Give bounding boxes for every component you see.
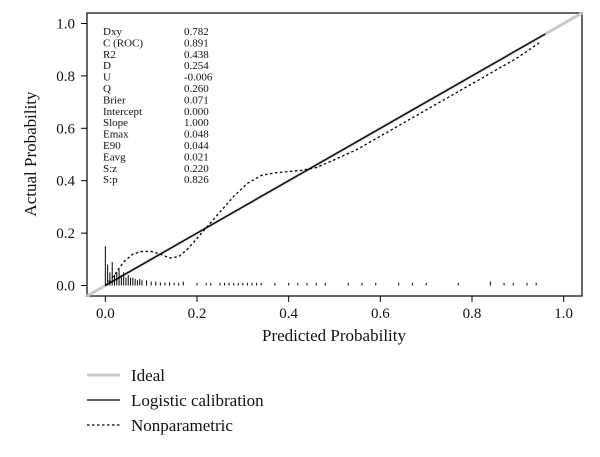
stat-value: 0.000 (184, 106, 209, 118)
legend-label: Logistic calibration (131, 391, 264, 410)
y-axis: 0.0 0.2 0.4 0.6 0.8 1.0 (56, 16, 87, 295)
y-tick-label: 0.8 (56, 69, 75, 85)
stat-name: U (103, 72, 111, 84)
stat-name: C (ROC) (103, 37, 143, 49)
x-tick-label: 0.6 (371, 306, 390, 322)
stat-value: 0.048 (184, 129, 209, 141)
stat-name: Intercept (103, 106, 142, 118)
plot-frame (86, 12, 583, 297)
stat-name: R2 (103, 49, 116, 61)
stat-name: Eavg (103, 151, 126, 163)
y-tick-label: 0.2 (56, 226, 75, 242)
stat-name: Emax (103, 129, 129, 141)
stat-value: 0.044 (184, 140, 209, 152)
stat-value: 0.260 (184, 83, 209, 95)
stat-name: S:p (103, 174, 118, 186)
nonparametric-series-line (104, 41, 542, 286)
stat-value: 0.891 (184, 37, 209, 49)
stat-name: Slope (103, 117, 128, 129)
legend: Ideal Logistic calibration Nonparametric (87, 366, 264, 435)
x-axis: 0.0 0.2 0.4 0.6 0.8 1.0 (96, 296, 573, 322)
y-tick-label: 0.6 (56, 121, 75, 137)
x-tick-label: 0.4 (279, 306, 298, 322)
x-axis-title: Predicted Probability (262, 326, 407, 345)
stat-value: 0.782 (184, 26, 209, 38)
stat-name: E90 (103, 140, 121, 152)
stat-name: Q (103, 83, 111, 95)
stat-value: 1.000 (184, 117, 209, 129)
stat-value: 0.826 (184, 174, 209, 186)
stat-value: 0.220 (184, 163, 209, 175)
stat-value: 0.021 (184, 151, 209, 163)
x-tick-label: 0.0 (96, 306, 115, 322)
stat-name: D (103, 60, 111, 72)
stat-name: Brier (103, 94, 126, 106)
y-tick-label: 0.0 (56, 279, 75, 295)
legend-label: Ideal (131, 366, 165, 385)
stat-value: 0.438 (184, 49, 209, 61)
stat-value: 0.254 (184, 60, 209, 72)
y-axis-title: Actual Probability (21, 91, 40, 217)
x-tick-label: 1.0 (554, 306, 573, 322)
x-tick-label: 0.2 (188, 306, 207, 322)
rug-layer (104, 246, 537, 286)
stat-name: Dxy (103, 26, 122, 38)
stat-value: 0.071 (184, 94, 209, 106)
x-tick-label: 0.8 (463, 306, 482, 322)
series-layer (104, 33, 546, 287)
stat-name: S:z (103, 163, 117, 175)
legend-label: Nonparametric (131, 416, 233, 435)
stats-table: Dxy 0.782 C (ROC) 0.891 R2 0.438 D 0.254 U -0.006… (103, 26, 213, 186)
y-tick-label: 0.4 (56, 174, 75, 190)
logistic-calibration-series-line (105, 33, 546, 287)
stat-value: -0.006 (184, 72, 213, 84)
y-tick-label: 1.0 (56, 16, 75, 32)
